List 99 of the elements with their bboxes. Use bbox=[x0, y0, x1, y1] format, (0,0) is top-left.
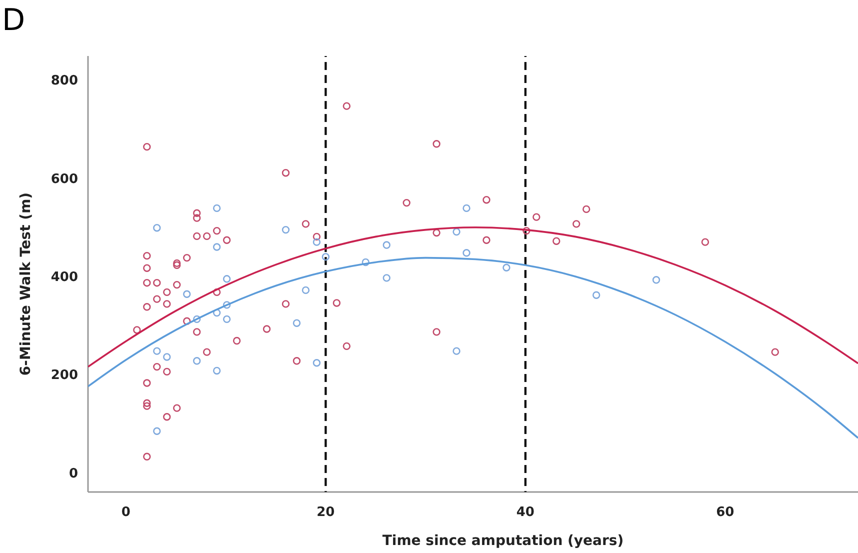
point bbox=[282, 300, 290, 308]
point bbox=[342, 342, 351, 350]
point bbox=[193, 357, 201, 365]
point bbox=[212, 288, 221, 296]
point bbox=[502, 264, 510, 272]
point bbox=[432, 140, 440, 148]
point bbox=[572, 220, 580, 228]
y-tick-label: 600 bbox=[50, 172, 78, 187]
point bbox=[143, 303, 151, 311]
point bbox=[133, 326, 141, 334]
point bbox=[552, 237, 560, 245]
point bbox=[402, 198, 410, 207]
x-tick-label: 20 bbox=[316, 505, 335, 520]
point bbox=[771, 348, 779, 356]
chart-title: D bbox=[2, 3, 26, 38]
point bbox=[212, 226, 221, 235]
point bbox=[322, 252, 330, 261]
point bbox=[173, 259, 181, 268]
point bbox=[302, 220, 310, 228]
point bbox=[183, 254, 191, 262]
point bbox=[282, 169, 290, 177]
x-tick-label: 0 bbox=[121, 505, 130, 520]
point bbox=[212, 308, 221, 317]
point bbox=[212, 204, 221, 212]
point bbox=[183, 290, 191, 298]
point bbox=[312, 232, 321, 241]
point bbox=[452, 347, 460, 355]
point bbox=[163, 300, 171, 308]
point bbox=[212, 366, 221, 375]
point bbox=[462, 204, 470, 212]
point bbox=[143, 379, 151, 387]
y-axis-title: 6-Minute Walk Test (m) bbox=[18, 192, 34, 376]
y-tick-label: 0 bbox=[68, 466, 78, 482]
point bbox=[332, 299, 341, 307]
point bbox=[462, 249, 470, 257]
point bbox=[143, 402, 151, 410]
point bbox=[592, 291, 600, 299]
point bbox=[193, 328, 201, 336]
point bbox=[202, 348, 211, 356]
point bbox=[302, 286, 310, 294]
point bbox=[163, 368, 171, 376]
point bbox=[262, 325, 271, 333]
point bbox=[432, 328, 440, 336]
point bbox=[222, 301, 231, 309]
point bbox=[292, 357, 301, 365]
point bbox=[153, 362, 161, 371]
point bbox=[163, 353, 171, 361]
point bbox=[432, 228, 440, 237]
point bbox=[153, 278, 161, 287]
point bbox=[382, 274, 390, 282]
point bbox=[222, 315, 231, 324]
point bbox=[212, 243, 221, 251]
point bbox=[282, 226, 290, 234]
point bbox=[143, 264, 151, 272]
point bbox=[232, 336, 241, 345]
point bbox=[173, 261, 181, 270]
point bbox=[183, 317, 191, 325]
point bbox=[292, 319, 301, 327]
point bbox=[153, 224, 161, 232]
point bbox=[163, 288, 171, 296]
point bbox=[701, 238, 710, 246]
point bbox=[222, 236, 231, 244]
point bbox=[193, 209, 201, 217]
point bbox=[312, 359, 321, 367]
point bbox=[482, 196, 490, 204]
point bbox=[452, 228, 460, 236]
point bbox=[143, 278, 151, 287]
point bbox=[522, 226, 530, 235]
point bbox=[193, 214, 201, 222]
point bbox=[173, 404, 181, 412]
point bbox=[153, 347, 161, 355]
point bbox=[222, 275, 231, 283]
point bbox=[312, 238, 321, 246]
x-axis-title: Time since amputation (years) bbox=[382, 533, 624, 549]
point bbox=[143, 142, 151, 151]
line-series bbox=[88, 256, 858, 439]
point bbox=[362, 258, 370, 266]
point bbox=[342, 102, 351, 110]
x-tick-label: 40 bbox=[516, 505, 534, 520]
point bbox=[153, 295, 161, 303]
y-tick-label: 400 bbox=[50, 270, 78, 286]
point bbox=[143, 252, 151, 260]
point bbox=[193, 232, 201, 240]
point bbox=[173, 280, 181, 289]
point bbox=[532, 213, 540, 221]
point bbox=[652, 276, 660, 284]
line-series bbox=[88, 226, 858, 368]
point bbox=[153, 427, 161, 435]
point bbox=[582, 205, 590, 214]
point bbox=[193, 315, 201, 324]
point bbox=[482, 236, 490, 244]
x-tick-label: 60 bbox=[716, 505, 734, 520]
point bbox=[143, 399, 151, 407]
y-tick-label: 800 bbox=[50, 74, 78, 89]
point bbox=[382, 241, 390, 249]
point bbox=[202, 232, 211, 240]
point bbox=[163, 413, 171, 421]
point bbox=[143, 452, 151, 460]
y-tick-label: 200 bbox=[50, 368, 78, 384]
